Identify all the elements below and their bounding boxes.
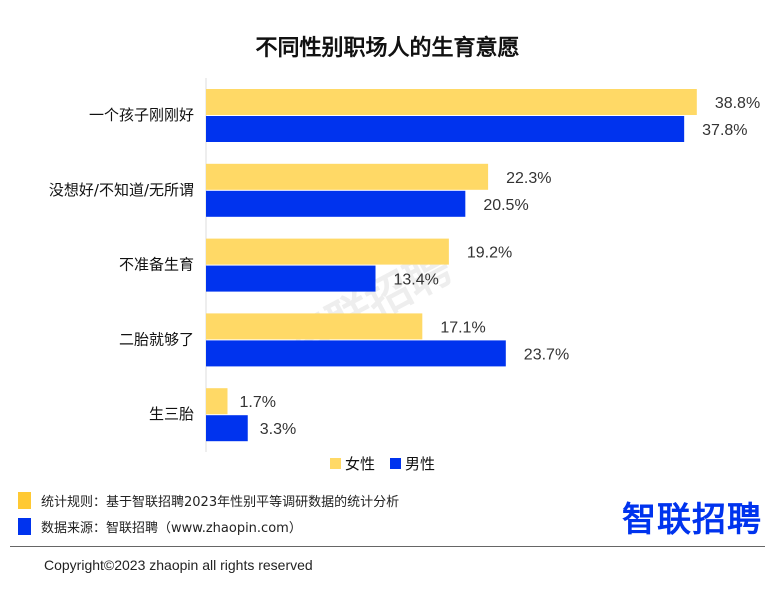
category-label: 没想好/不知道/无所谓 — [49, 181, 194, 199]
data-label: 1.7% — [240, 394, 276, 411]
bar-female — [206, 163, 489, 190]
bar-female — [206, 238, 449, 265]
chart-title: 不同性别职场人的生育意愿 — [255, 36, 520, 61]
category-label: 一个孩子刚刚好 — [89, 106, 194, 124]
data-label: 19.2% — [467, 245, 512, 262]
bar-male — [206, 116, 685, 142]
bar-male — [206, 415, 248, 442]
category-label: 不准备生育 — [119, 256, 194, 274]
bar-female — [206, 89, 697, 115]
data-label: 22.3% — [506, 170, 551, 187]
bar-chart: 一个孩子刚刚好 38.8% 37.8% 没想好/不知道/无所谓 22.3% 20.5% 不准… — [49, 78, 760, 473]
bar-male — [206, 340, 506, 367]
zhaopin-logo: 智联招聘 — [622, 500, 762, 540]
divider — [10, 546, 765, 547]
legend-swatch — [330, 458, 341, 469]
legend-swatch — [390, 458, 401, 469]
data-label: 13.4% — [394, 272, 439, 289]
yellow-marker — [18, 492, 31, 509]
bar-male — [206, 265, 376, 292]
legend-label: 男性 — [405, 455, 435, 473]
source-note: 数据来源：智联招聘（www.zhaopin.com） — [18, 517, 302, 536]
data-label: 23.7% — [524, 346, 569, 363]
blue-marker — [18, 518, 31, 535]
rule-note: 统计规则：基于智联招聘2023年性别平等调研数据的统计分析 — [18, 491, 399, 510]
rule-text: 统计规则：基于智联招聘2023年性别平等调研数据的统计分析 — [41, 495, 400, 510]
source-text: 数据来源：智联招聘（www.zhaopin.com） — [41, 521, 302, 536]
bar-male — [206, 190, 466, 217]
data-label: 37.8% — [702, 122, 747, 139]
category-label: 生三胎 — [149, 405, 194, 423]
category-label: 二胎就够了 — [119, 330, 194, 348]
data-label: 3.3% — [260, 421, 296, 438]
bar-female — [206, 388, 228, 415]
bar-female — [206, 313, 423, 340]
data-label: 38.8% — [715, 95, 760, 112]
data-label: 17.1% — [440, 319, 485, 336]
data-label: 20.5% — [483, 197, 528, 214]
legend-label: 女性 — [345, 455, 375, 473]
copyright: Copyright©2023 zhaopin all rights reserv… — [44, 557, 313, 573]
